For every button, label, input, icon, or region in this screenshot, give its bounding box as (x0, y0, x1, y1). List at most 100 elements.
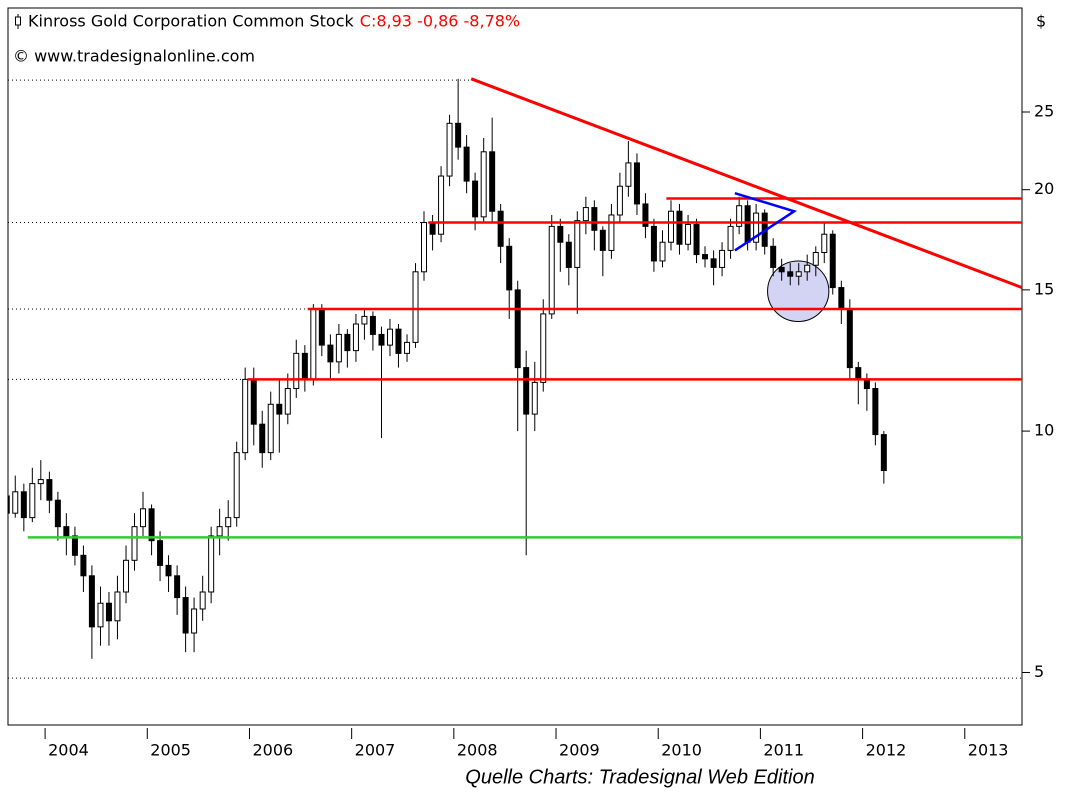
candle-body (463, 146, 470, 182)
candle-body (846, 308, 853, 369)
candle-body (531, 381, 538, 415)
candle-body (386, 328, 393, 346)
candle-body (770, 245, 777, 268)
candle-body (20, 491, 27, 519)
candle-body (872, 388, 879, 436)
candle-body (685, 223, 692, 245)
candle-body (812, 252, 819, 266)
candle-body (352, 323, 359, 352)
copyright: © www.tradesignalonline.com (13, 47, 255, 66)
x-tick-label: 2006 (252, 741, 293, 760)
x-tick-label: 2005 (150, 741, 191, 760)
candle-body (659, 241, 666, 262)
y-tick-label: 5 (1034, 662, 1044, 681)
candle-body (37, 479, 44, 485)
candle-body (787, 271, 794, 277)
candle-body (574, 220, 581, 268)
candle-body (540, 313, 547, 383)
candle-body (710, 258, 717, 268)
chart-title: Kinross Gold Corporation Common Stock (28, 12, 354, 31)
candle-body (489, 151, 496, 212)
candle-body (344, 333, 351, 352)
x-tick-label: 2009 (559, 741, 600, 760)
candle-body (667, 210, 674, 243)
candle-body (310, 308, 317, 380)
axes-layer: 5 10 15 20 25 2004 2005 2006 2007 2008 2009 2010 201… (44, 101, 1054, 760)
x-tick-label: 2007 (355, 741, 396, 760)
candle-body (395, 328, 402, 354)
candle-body (293, 352, 300, 390)
candle-body (719, 249, 726, 268)
candle-body (250, 378, 257, 425)
candle-body (63, 526, 70, 537)
candle-body (582, 207, 589, 222)
candle-body (863, 378, 870, 390)
candle-body (46, 479, 53, 501)
candle-body (301, 352, 308, 380)
candle-body (727, 225, 734, 251)
candle-body (105, 602, 112, 622)
candle-body (225, 517, 232, 528)
candle-body (506, 245, 513, 291)
candle-body (80, 554, 87, 577)
candle-body (625, 162, 632, 187)
title-icon (15, 14, 21, 29)
highlight-ellipse (767, 260, 830, 322)
candle-body (855, 367, 862, 380)
candle-body (778, 266, 785, 273)
candle-body (54, 499, 61, 528)
candle-body (455, 122, 462, 148)
candle-body (97, 602, 104, 628)
candle-body (693, 223, 700, 256)
candle-body (744, 205, 751, 243)
candle-body (335, 333, 342, 363)
candle-body (591, 207, 598, 231)
y-tick-label: 20 (1034, 179, 1054, 198)
y-tick-label: 15 (1034, 279, 1054, 298)
candle-body (29, 483, 36, 519)
candle-body (557, 225, 564, 243)
candle-body (259, 423, 266, 454)
candle-body (174, 575, 181, 599)
x-tick-label: 2012 (866, 741, 907, 760)
candle-body (438, 175, 445, 235)
candle-body (182, 597, 189, 634)
candle-body (480, 151, 487, 218)
x-tick-label: 2013 (968, 741, 1009, 760)
candle-body (242, 378, 249, 454)
candle-body (199, 591, 206, 610)
candle-body (616, 185, 623, 216)
candle-body (233, 452, 240, 519)
candle-body (8, 495, 10, 514)
candle-body (676, 210, 683, 245)
candle-body (608, 214, 615, 251)
y-tick-label: 25 (1034, 101, 1054, 120)
candle-body (165, 564, 172, 577)
trend-line (470, 77, 1022, 289)
candle-body (804, 264, 811, 273)
candle-body (514, 289, 521, 369)
candle-body (369, 315, 376, 335)
candle-body (497, 210, 504, 247)
candle-body (284, 388, 291, 415)
candle-body (216, 526, 223, 537)
candle-body (157, 540, 164, 566)
candle-body (71, 535, 78, 556)
last-price-label: C:8,93 -0,86 -8,78% (360, 12, 520, 31)
candle-body (472, 180, 479, 218)
candle-body (795, 271, 802, 277)
candle-body (599, 229, 606, 251)
candle-body (753, 212, 760, 243)
candle-body (642, 203, 649, 227)
candle-body (148, 508, 155, 542)
candle-body (633, 162, 640, 205)
candle-body (829, 233, 836, 289)
candle-body (429, 222, 436, 235)
candle-body (702, 254, 709, 260)
candle-body (191, 608, 198, 634)
candle-body (838, 287, 845, 310)
candle-body (421, 222, 428, 273)
candle-body (123, 559, 130, 593)
x-tick-label: 2010 (661, 741, 702, 760)
